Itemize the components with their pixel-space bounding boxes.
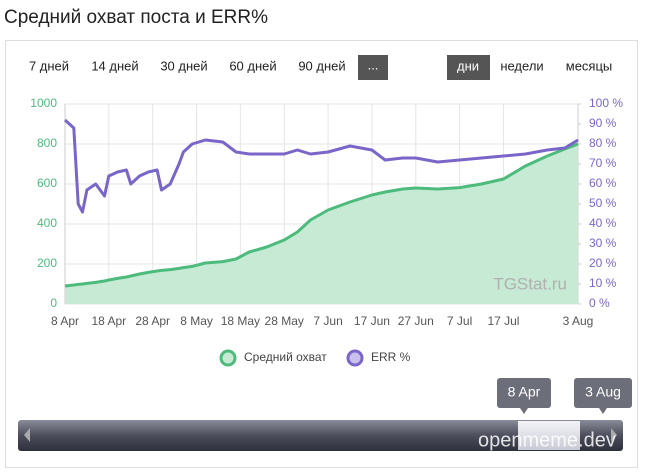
legend: Средний охват ERR %: [219, 349, 411, 367]
y2-tick-label: 60 %: [589, 176, 617, 190]
x-tick-label: 27 Jun: [398, 314, 434, 328]
legend-label: Средний охват: [244, 350, 327, 364]
y2-tick-label: 20 %: [589, 256, 617, 270]
unit-button[interactable]: дни: [457, 58, 479, 73]
range-button[interactable]: 7 дней: [29, 58, 69, 73]
range-button[interactable]: 30 дней: [160, 58, 207, 73]
y2-tick-label: 70 %: [589, 156, 617, 170]
unit-button[interactable]: недели: [500, 58, 543, 73]
x-tick-label: 18 May: [221, 314, 260, 328]
watermark: TGStat.ru: [493, 274, 567, 293]
scrollbar[interactable]: [18, 420, 623, 451]
nav-label-bg: [497, 378, 551, 408]
nav-pointer: [599, 408, 607, 414]
y-tick-label: 1000: [30, 96, 57, 110]
x-tick-label: 7 Jun: [313, 314, 342, 328]
scroll-left[interactable]: [24, 428, 30, 442]
nav-end: 3 Aug: [585, 384, 621, 400]
y-tick-label: 800: [37, 136, 57, 150]
scroll-right[interactable]: [611, 428, 617, 442]
y2-tick-label: 0 %: [589, 296, 610, 310]
y-tick-label: 400: [37, 216, 57, 230]
x-tick-label: 28 Apr: [135, 314, 170, 328]
y2-tick-label: 10 %: [589, 276, 617, 290]
nav-label-bg: [574, 378, 632, 408]
y-tick-label: 200: [37, 256, 57, 270]
more-button[interactable]: ...: [368, 57, 379, 72]
watermark: openmeme.dev: [478, 429, 616, 451]
y2-tick-label: 50 %: [589, 196, 617, 210]
scroll-handle[interactable]: [518, 421, 580, 450]
series-line: [63, 118, 579, 214]
range-button[interactable]: 14 дней: [91, 58, 138, 73]
y2-tick-label: 90 %: [589, 116, 617, 130]
legend-marker: [346, 349, 364, 367]
x-tick-label: 17 Jun: [354, 314, 390, 328]
nav-pointer: [520, 408, 528, 414]
y-tick-label: 600: [37, 176, 57, 190]
chart-title: Средний охват поста и ERR%: [4, 7, 268, 28]
series-line: [64, 142, 579, 288]
legend-marker: [219, 349, 237, 367]
x-tick-label: 8 May: [180, 314, 213, 328]
area-fill: [65, 144, 578, 304]
y2-tick-label: 80 %: [589, 136, 617, 150]
unit-button-bg[interactable]: [447, 55, 490, 80]
unit-button[interactable]: месяцы: [566, 58, 613, 73]
nav-start: 8 Apr: [508, 384, 541, 400]
plot: 0 200 400 600 800 1000 0 % 10 % 20 % 30 % 40 % 50 %…: [30, 96, 623, 328]
x-tick-label: 3 Aug: [563, 314, 594, 328]
y2-tick-label: 30 %: [589, 236, 617, 250]
range-button[interactable]: 90 дней: [298, 58, 345, 73]
x-tick-label: 18 Apr: [91, 314, 126, 328]
x-tick-label: 8 Apr: [51, 314, 79, 328]
y-tick-label: 0: [50, 296, 57, 310]
more-button-bg[interactable]: [358, 55, 388, 80]
x-tick-label: 17 Jul: [487, 314, 519, 328]
x-tick-label: 7 Jul: [447, 314, 472, 328]
x-tick-label: 28 May: [265, 314, 304, 328]
legend-label: ERR %: [371, 350, 411, 364]
y2-tick-label: 40 %: [589, 216, 617, 230]
y2-tick-label: 100 %: [589, 96, 623, 110]
range-button[interactable]: 60 дней: [229, 58, 276, 73]
